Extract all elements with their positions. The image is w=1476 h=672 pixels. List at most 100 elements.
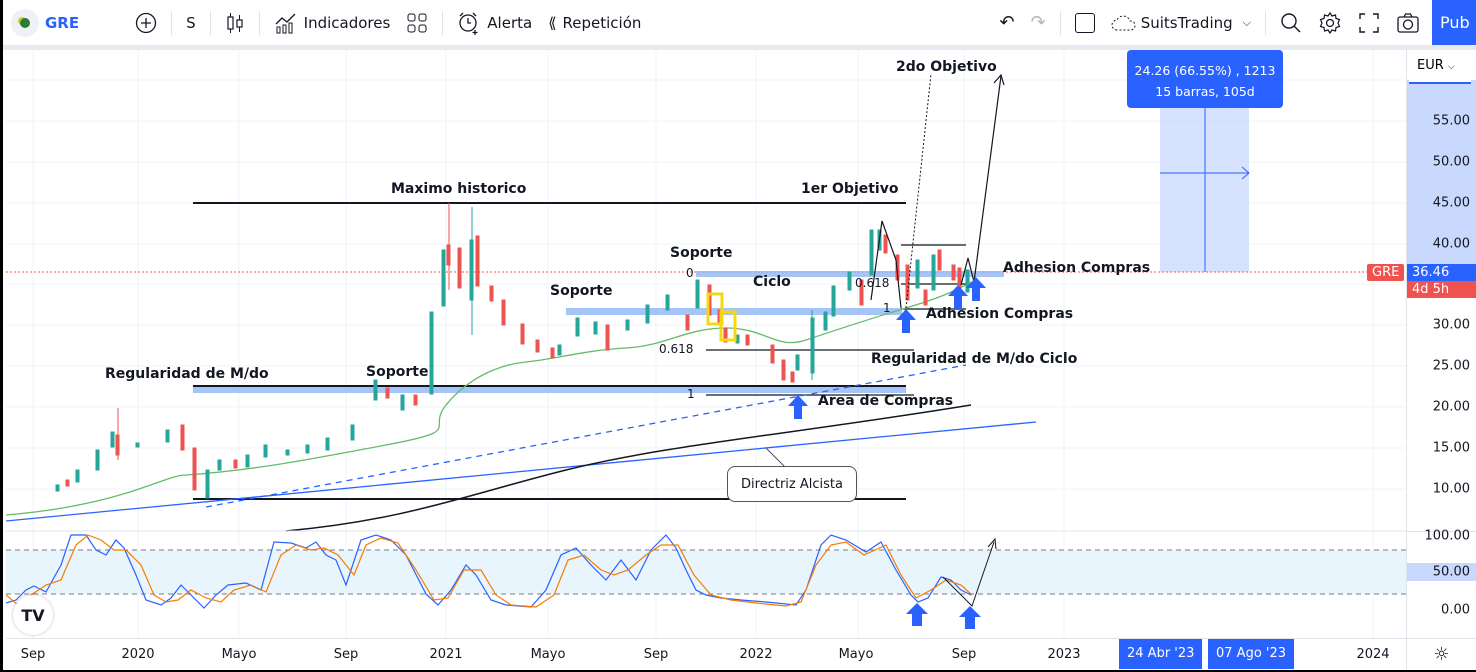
time-tick: Mayo [221,647,257,662]
templates-button[interactable] [398,0,436,45]
alert-button[interactable]: Alerta [449,0,540,45]
top-toolbar: GRE S Indicadores Alerta ⟪ Repetición [3,0,1476,45]
compare-symbol-button[interactable] [127,0,165,45]
osc-tick: 50.00 [1432,564,1470,580]
divider [442,10,444,35]
alert-label: Alerta [487,13,533,32]
chart-type-button[interactable] [217,0,253,45]
time-tick: Mayo [530,647,566,662]
price-axis[interactable]: 55.00 50.00 45.00 40.00 30.00 25.00 20.0… [1406,50,1476,638]
candlestick-icon [227,12,243,33]
price-tick: 30.00 [1432,317,1470,333]
callout-directriz-alcista: Directriz Alcista [727,466,857,502]
time-tick: Sep [951,647,977,662]
chart-canvas[interactable] [6,50,1406,638]
label-maximo-historico: Maximo historico [391,181,527,197]
publish-label: Pub [1440,13,1470,32]
label-2do-objetivo: 2do Objetivo [896,59,997,75]
label-adhesion-compras-2: Adhesion Compras [926,306,1074,322]
time-tick: 2021 [429,647,463,662]
fib-level-0: 0 [686,266,694,280]
cloud-icon [1111,15,1136,30]
label-ciclo: Ciclo [753,274,791,290]
bar-countdown-badge: 4d 5h [1407,281,1476,298]
callout-text: Directriz Alcista [741,476,843,492]
replay-button[interactable]: ⟪ Repetición [540,0,649,45]
indicators-icon [275,13,296,33]
interval-button[interactable]: S [178,0,204,45]
sun-settings-icon: ☼ [1433,644,1450,665]
divider [209,10,211,35]
time-tick: Sep [20,647,46,662]
symbol-name: GRE [45,13,80,32]
scale-settings-button[interactable]: ☼ [1406,638,1476,670]
indicators-button[interactable]: Indicadores [266,0,399,45]
osc-tick: 100.00 [1424,528,1471,544]
price-tick: 45.00 [1432,195,1470,211]
tradingview-window: GRE S Indicadores Alerta ⟪ Repetición [3,0,1476,670]
price-tick: 25.00 [1432,358,1470,374]
current-price-badge: 36.46 [1407,264,1476,281]
label-soporte-3: Soporte [670,245,733,261]
osc-highlight [1407,563,1476,581]
fullscreen-button[interactable] [1350,0,1388,45]
time-tick: Mayo [838,647,874,662]
chart-pane[interactable]: Maximo historico 1er Objetivo 2do Objeti… [6,50,1406,638]
alarm-clock-icon [459,12,478,35]
fib-level-0618-a: 0.618 [659,342,694,356]
currency-label: EUR [1417,58,1444,73]
toolbar-separator [3,45,1476,50]
price-tick: 10.00 [1432,481,1470,497]
time-tick: 2023 [1047,647,1081,662]
indicators-label: Indicadores [303,13,391,32]
time-tick: 2024 [1356,647,1390,662]
tradingview-logo[interactable]: TV [13,595,53,635]
time-axis[interactable]: Sep 2020 Mayo Sep 2021 Mayo Sep 2022 May… [6,638,1406,670]
layout-select-button[interactable] [1067,0,1103,45]
chevron-down-icon: ⌵ [1447,62,1455,72]
undo-icon: ↶ [999,12,1015,33]
replay-label: Repetición [562,13,642,32]
time-tick: Sep [643,647,669,662]
time-tick: Sep [333,647,359,662]
price-tick: 15.00 [1432,440,1470,456]
range-start-badge: 24 Abr '23 [1119,639,1203,669]
divider [1059,10,1061,35]
fullscreen-icon [1359,12,1379,33]
symbol-search-button[interactable]: GRE [3,0,87,45]
layout-name-button[interactable]: SuitsTrading ⌵ [1103,0,1259,45]
measure-axis-highlight [1407,80,1476,272]
divider [171,10,173,35]
label-soporte-2: Soporte [550,283,613,299]
measure-price-change: 24.26 (66.55%) , 1213 [1134,63,1276,78]
grid-templates-icon [407,13,427,32]
fib-level-1-b: 1 [883,301,891,315]
fib-level-0618-b: 0.618 [855,276,890,290]
symbol-price-label: GRE [1367,264,1405,281]
price-tick: 20.00 [1432,399,1470,415]
search-icon [1281,12,1301,32]
redo-button[interactable]: ↷ [1023,0,1054,45]
chevron-down-icon: ⌵ [1242,15,1251,29]
tv-logo-icon: TV [21,605,45,625]
symbol-logo-icon [11,8,39,37]
price-tick: 50.00 [1432,154,1470,170]
gear-icon [1319,11,1341,34]
publish-button[interactable]: Pub [1432,0,1476,45]
label-soporte-1: Soporte [366,364,429,380]
divider [258,10,260,35]
label-adhesion-compras-1: Adhesion Compras [1003,260,1151,276]
camera-icon [1397,12,1419,33]
plus-circle-icon [135,12,157,33]
settings-button[interactable] [1310,0,1350,45]
time-tick: 2022 [739,647,773,662]
label-regularidad-ciclo: Regularidad de M/do Ciclo [871,351,1078,367]
search-button[interactable] [1272,0,1310,45]
snapshot-button[interactable] [1388,0,1428,45]
label-area-de-compras: Area de Compras [818,393,954,409]
price-tick: 55.00 [1432,113,1470,129]
currency-select[interactable]: EUR ⌵ [1409,54,1471,84]
undo-button[interactable]: ↶ [992,0,1023,45]
layout-name: SuitsTrading [1140,13,1233,32]
divider [1265,10,1266,35]
